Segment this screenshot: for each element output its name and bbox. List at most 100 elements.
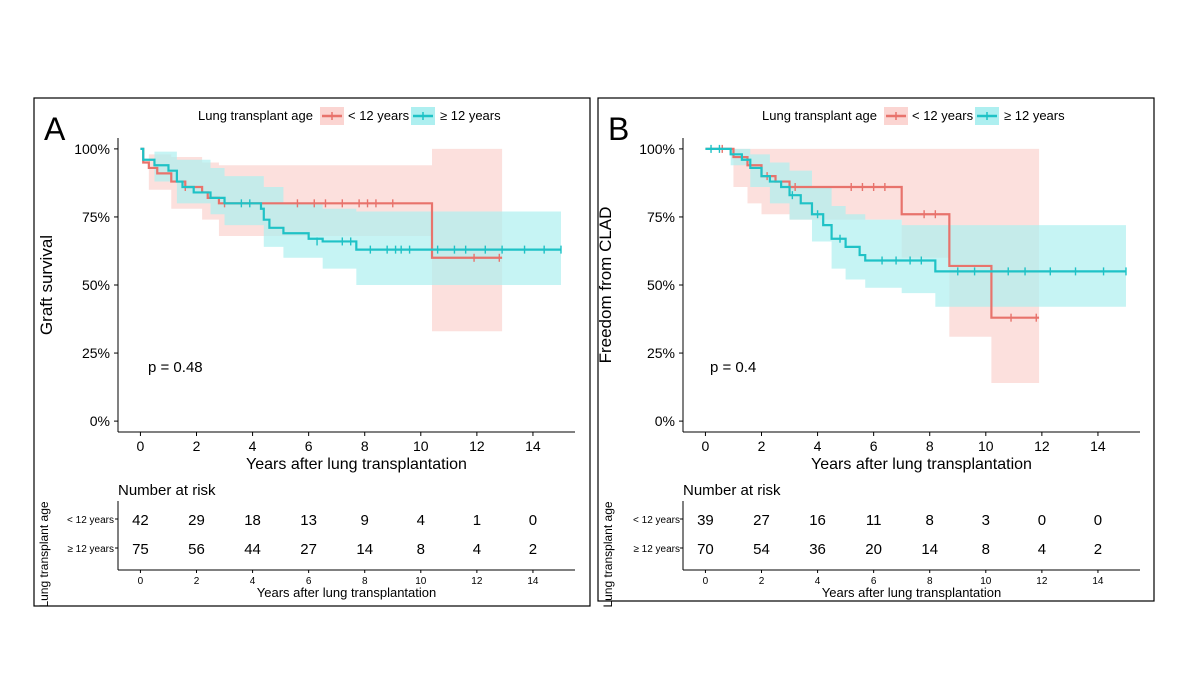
x-tick-label: 2 bbox=[193, 438, 201, 454]
risk-x-tick-label: 12 bbox=[1036, 576, 1048, 587]
risk-table-title: Number at risk bbox=[118, 482, 216, 499]
legend-label: < 12 years bbox=[912, 108, 974, 123]
x-tick-label: 4 bbox=[249, 438, 257, 454]
y-tick-label: 50% bbox=[82, 277, 110, 293]
risk-x-tick-label: 4 bbox=[250, 576, 256, 587]
x-tick-label: 0 bbox=[137, 438, 145, 454]
risk-count: 54 bbox=[753, 541, 770, 558]
survival-curve-ge12 bbox=[705, 147, 1126, 273]
legend-key-lt12 bbox=[884, 107, 908, 125]
risk-x-tick-label: 2 bbox=[759, 576, 765, 587]
y-tick-label: 25% bbox=[82, 345, 110, 361]
risk-row-label: < 12 years bbox=[633, 515, 680, 526]
risk-count: 16 bbox=[809, 512, 826, 529]
x-tick-label: 12 bbox=[1034, 438, 1050, 454]
y-tick-label: 0% bbox=[655, 413, 675, 429]
risk-x-tick-label: 0 bbox=[138, 576, 144, 587]
legend: Lung transplant age < 12 years ≥ 12 years bbox=[198, 107, 501, 125]
y-tick-label: 25% bbox=[647, 345, 675, 361]
x-tick-label: 6 bbox=[305, 438, 313, 454]
risk-count: 20 bbox=[865, 541, 882, 558]
legend-label: ≥ 12 years bbox=[440, 108, 501, 123]
legend-key-lt12 bbox=[320, 107, 344, 125]
risk-x-tick-label: 2 bbox=[194, 576, 200, 587]
risk-x-tick-label: 6 bbox=[871, 576, 877, 587]
risk-count: 2 bbox=[1094, 541, 1102, 558]
risk-x-tick-label: 6 bbox=[306, 576, 312, 587]
x-tick-label: 0 bbox=[702, 438, 710, 454]
x-axis-title: Years after lung transplantation bbox=[811, 456, 1032, 473]
risk-x-tick-label: 8 bbox=[362, 576, 368, 587]
risk-count: 70 bbox=[697, 541, 714, 558]
risk-table: Number at risk Lung transplant age < 12 ye… bbox=[37, 482, 575, 608]
p-value: p = 0.4 bbox=[710, 359, 756, 376]
y-axis-title: Graft survival bbox=[37, 235, 56, 335]
risk-count: 27 bbox=[300, 541, 317, 558]
survival-curve-lt12 bbox=[705, 147, 1040, 319]
y-tick-label: 75% bbox=[647, 209, 675, 225]
legend-label: ≥ 12 years bbox=[1004, 108, 1065, 123]
risk-x-tick-label: 10 bbox=[415, 576, 427, 587]
risk-count: 75 bbox=[132, 541, 149, 558]
x-tick-label: 14 bbox=[1090, 438, 1106, 454]
risk-count: 36 bbox=[809, 541, 826, 558]
survival-curve-ge12 bbox=[140, 147, 561, 251]
risk-count: 4 bbox=[473, 541, 481, 558]
x-tick-label: 12 bbox=[469, 438, 485, 454]
risk-row-label: < 12 years bbox=[67, 515, 114, 526]
legend-title: Lung transplant age bbox=[762, 108, 877, 123]
risk-count: 14 bbox=[921, 541, 938, 558]
risk-x-tick-label: 8 bbox=[927, 576, 933, 587]
risk-count: 39 bbox=[697, 512, 714, 529]
risk-count: 11 bbox=[866, 512, 882, 529]
y-tick-label: 100% bbox=[639, 141, 675, 157]
risk-x-tick-label: 10 bbox=[980, 576, 992, 587]
risk-count: 2 bbox=[529, 541, 537, 558]
risk-count: 1 bbox=[473, 512, 481, 529]
y-tick-label: 100% bbox=[74, 141, 110, 157]
p-value: p = 0.48 bbox=[148, 359, 203, 376]
risk-count: 0 bbox=[1094, 512, 1102, 529]
x-tick-label: 10 bbox=[413, 438, 429, 454]
risk-count: 3 bbox=[982, 512, 990, 529]
risk-count: 13 bbox=[300, 512, 317, 529]
legend-key-ge12 bbox=[411, 107, 435, 125]
panel-frame bbox=[33, 97, 591, 607]
risk-table-ylabel: Lung transplant age bbox=[601, 501, 615, 607]
legend-key-ge12 bbox=[975, 107, 999, 125]
risk-table-ylabel: Lung transplant age bbox=[37, 501, 51, 607]
risk-count: 8 bbox=[417, 541, 425, 558]
risk-count: 4 bbox=[417, 512, 425, 529]
risk-table-title: Number at risk bbox=[683, 482, 781, 499]
panel-label: A bbox=[44, 111, 66, 147]
panel-a: A Lung transplant age < 12 years ≥ 12 years… bbox=[33, 97, 591, 608]
panel-b: B Lung transplant age < 12 years ≥ 12 years… bbox=[596, 97, 1155, 608]
risk-count: 18 bbox=[244, 512, 261, 529]
risk-count: 9 bbox=[361, 512, 369, 529]
risk-count: 8 bbox=[982, 541, 990, 558]
risk-count: 4 bbox=[1038, 541, 1046, 558]
risk-x-tick-label: 14 bbox=[527, 576, 539, 587]
confidence-band-lt12 bbox=[705, 148, 1040, 383]
confidence-band-ge12 bbox=[140, 148, 561, 285]
risk-x-tick-label: 12 bbox=[471, 576, 483, 587]
risk-row-label: ≥ 12 years bbox=[633, 544, 680, 555]
legend-title: Lung transplant age bbox=[198, 108, 313, 123]
risk-count: 8 bbox=[926, 512, 934, 529]
y-tick-label: 50% bbox=[647, 277, 675, 293]
confidence-band-ge12 bbox=[705, 148, 1126, 307]
x-tick-label: 6 bbox=[870, 438, 878, 454]
x-axis-title: Years after lung transplantation bbox=[246, 456, 467, 473]
risk-x-tick-label: 14 bbox=[1092, 576, 1104, 587]
legend: Lung transplant age < 12 years ≥ 12 years bbox=[762, 107, 1065, 125]
risk-count: 56 bbox=[188, 541, 205, 558]
risk-row-label: ≥ 12 years bbox=[67, 544, 114, 555]
risk-count: 0 bbox=[1038, 512, 1046, 529]
x-tick-label: 10 bbox=[978, 438, 994, 454]
x-tick-label: 2 bbox=[758, 438, 766, 454]
y-axis-title: Freedom from CLAD bbox=[596, 207, 615, 364]
risk-table-xlabel: Years after lung transplantation bbox=[822, 585, 1001, 600]
y-tick-label: 75% bbox=[82, 209, 110, 225]
x-tick-label: 14 bbox=[525, 438, 541, 454]
x-tick-label: 8 bbox=[926, 438, 934, 454]
